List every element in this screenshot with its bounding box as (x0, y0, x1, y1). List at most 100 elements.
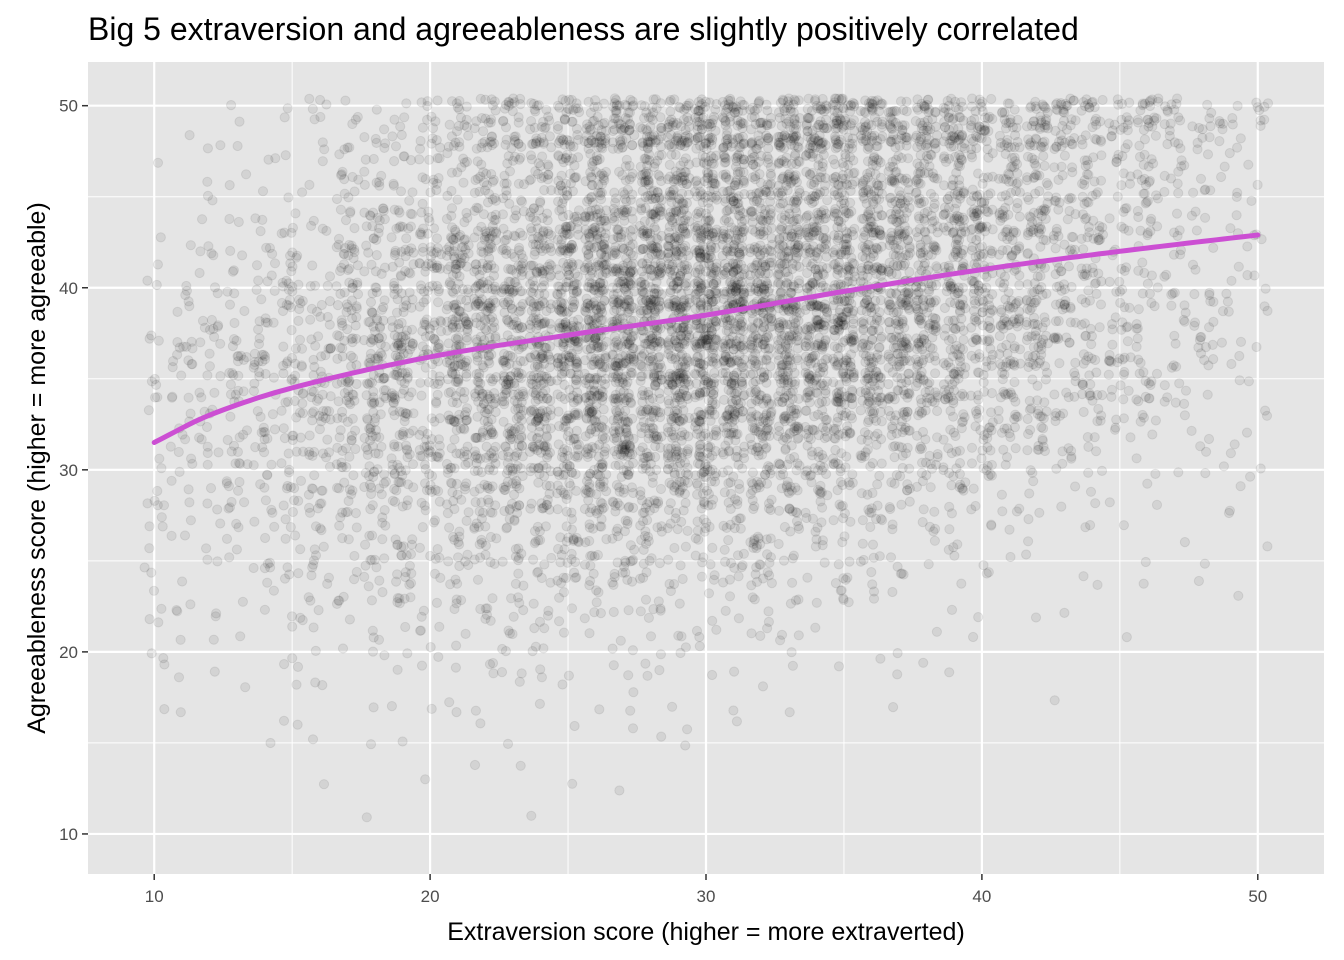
data-point (728, 705, 739, 716)
data-point (364, 530, 375, 541)
data-point (287, 222, 298, 233)
data-point (359, 166, 370, 177)
data-point (747, 467, 759, 478)
data-point (248, 562, 259, 574)
data-point (451, 707, 462, 718)
data-point (711, 624, 722, 635)
data-point (1039, 160, 1050, 171)
data-point (515, 305, 526, 316)
data-point (458, 177, 469, 188)
data-point (836, 198, 847, 209)
data-point (228, 265, 239, 276)
data-point (1191, 225, 1203, 236)
data-point (564, 478, 575, 489)
data-point (1200, 468, 1211, 479)
data-point (177, 576, 188, 587)
data-point (1097, 94, 1108, 106)
data-point (1066, 231, 1078, 242)
data-point (283, 396, 294, 407)
data-point (265, 737, 276, 749)
data-point (847, 477, 858, 488)
data-point (513, 568, 524, 579)
data-point (151, 279, 162, 291)
data-point (1107, 324, 1118, 335)
data-point (289, 495, 300, 506)
data-point (874, 551, 885, 562)
data-point (283, 192, 294, 203)
data-point (451, 640, 462, 651)
data-point (366, 595, 377, 606)
data-point (774, 505, 785, 516)
data-point (221, 533, 233, 545)
data-point (635, 606, 646, 617)
data-point (209, 387, 220, 398)
data-point (225, 411, 236, 422)
data-point (670, 149, 681, 160)
data-point (427, 133, 438, 144)
data-point (944, 667, 955, 678)
data-point (377, 587, 388, 598)
data-point (343, 534, 354, 545)
data-point (875, 653, 886, 664)
data-point (307, 734, 319, 745)
data-point (828, 154, 839, 165)
data-point (801, 166, 812, 177)
data-point (1115, 380, 1126, 391)
data-point (496, 667, 508, 678)
data-point (923, 320, 934, 331)
data-point (876, 458, 887, 469)
data-point (158, 653, 169, 664)
data-point (872, 479, 883, 490)
data-point (237, 250, 248, 261)
data-point (472, 574, 484, 585)
data-point (1142, 478, 1153, 489)
data-point (498, 416, 509, 427)
data-point (793, 630, 804, 641)
data-point (1150, 415, 1162, 426)
data-point (424, 154, 435, 165)
data-point (295, 475, 307, 486)
data-point (1123, 385, 1134, 396)
data-point (1243, 159, 1254, 170)
data-point (1124, 302, 1135, 313)
data-point (392, 664, 403, 675)
data-point (142, 275, 153, 286)
data-point (226, 100, 237, 111)
data-point (425, 550, 436, 562)
data-point (696, 571, 708, 582)
data-point (956, 578, 967, 589)
data-point (469, 759, 481, 771)
data-point (1024, 488, 1035, 499)
data-point (1056, 161, 1067, 172)
data-point (653, 303, 665, 314)
data-point (646, 294, 657, 305)
data-point (1121, 632, 1132, 643)
data-point (811, 597, 822, 608)
data-point (367, 307, 378, 318)
data-point (152, 157, 164, 168)
data-point (579, 559, 591, 570)
data-point (1092, 579, 1103, 591)
data-point (237, 596, 248, 607)
data-point (1054, 358, 1065, 369)
data-point (308, 559, 319, 570)
data-point (674, 598, 685, 609)
data-point (233, 216, 244, 228)
data-point (447, 397, 458, 408)
data-point (857, 515, 869, 526)
data-point (703, 588, 715, 599)
data-point (425, 642, 436, 653)
data-point (1233, 590, 1244, 601)
data-point (349, 550, 360, 562)
data-point (627, 645, 639, 656)
data-point (917, 457, 928, 468)
data-point (558, 627, 570, 638)
data-point (677, 573, 688, 585)
data-point (1022, 445, 1033, 456)
data-point (892, 648, 903, 659)
data-point (309, 470, 320, 481)
data-point (1067, 162, 1078, 173)
data-point (819, 303, 830, 314)
data-point (233, 485, 244, 496)
data-point (434, 621, 445, 632)
